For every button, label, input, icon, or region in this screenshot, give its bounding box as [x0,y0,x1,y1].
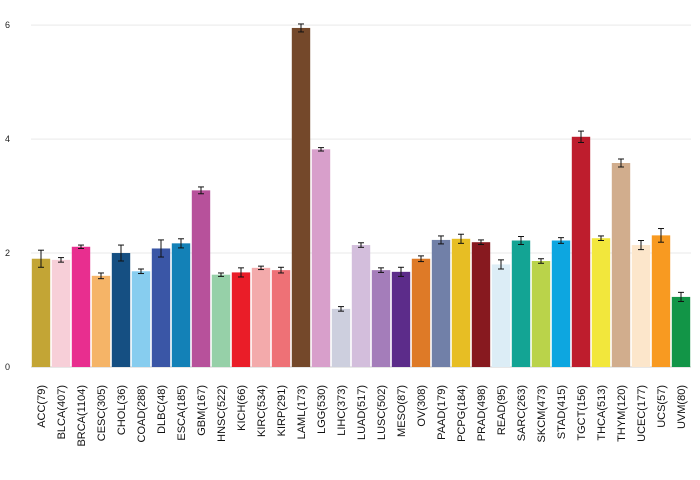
x-tick-label: CHOL(36) [116,385,128,435]
bar [611,162,631,367]
bar [531,261,551,367]
x-tick-label: SARC(263) [516,385,528,441]
x-tick-label: MESO(87) [396,385,408,437]
bar [271,270,291,367]
y-tick-label: 6 [5,20,10,30]
bar [211,274,231,367]
y-tick-label: 2 [5,248,10,258]
x-tick-label: PRAD(498) [476,385,488,441]
x-tick-label: LGG(530) [316,385,328,434]
bar [551,240,571,367]
x-tick-label: HNSC(522) [216,385,228,442]
x-tick-label: OV(308) [416,385,428,427]
bar [31,258,51,367]
x-tick-label: KIRP(291) [276,385,288,436]
x-tick-label: TGCT(156) [576,385,588,441]
x-tick-label: LIHC(373) [336,385,348,436]
bar [631,245,651,367]
bar [671,296,691,367]
bar [351,245,371,367]
bar [651,235,671,367]
bar [331,308,351,367]
x-tick-label: PCPG(184) [456,385,468,442]
x-tick-label: BRCA(1104) [76,385,88,447]
x-tick-label: DLBC(48) [156,385,168,434]
bar [431,239,451,367]
x-tick-label: CESC(305) [96,385,108,441]
x-tick-label: GBM(167) [196,385,208,436]
x-tick-label: KIRC(534) [256,385,268,437]
x-tick-label: ESCA(185) [176,385,188,441]
bar [311,149,331,367]
bar [491,264,511,367]
y-tick-label: 0 [5,362,10,372]
y-tick-label: 4 [5,134,10,144]
x-tick-label: UVM(80) [676,385,688,429]
bar [171,243,191,367]
x-tick-label: READ(95) [496,385,508,435]
x-tick-label: LUAD(517) [356,385,368,440]
x-tick-label: COAD(288) [136,385,148,442]
bar [291,27,311,367]
bar [111,253,131,367]
bar [131,271,151,367]
x-tick-label: THYM(120) [616,385,628,442]
bar [251,267,271,367]
bar [591,238,611,367]
bar [451,238,471,367]
bar [231,272,251,367]
bar [371,270,391,367]
bar [191,190,211,367]
x-tick-label: LAML(173) [296,385,308,439]
x-tick-label: THCA(513) [596,385,608,441]
bar [391,271,411,367]
x-tick-label: KICH(66) [236,385,248,431]
x-tick-label: SKCM(473) [536,385,548,442]
bar [91,275,111,367]
bar [71,246,91,367]
x-tick-label: STAD(415) [556,385,568,439]
bar [511,240,531,367]
bar [571,136,591,367]
x-tick-label: UCS(57) [656,385,668,428]
bar [471,242,491,367]
bar [151,248,171,367]
x-tick-label: UCEC(177) [636,385,648,442]
bar [51,259,71,367]
x-tick-label: BLCA(407) [56,385,68,439]
bar [411,258,431,367]
x-tick-label: PAAD(179) [436,385,448,440]
x-tick-label: LUSC(502) [376,385,388,440]
x-tick-label: ACC(79) [36,385,48,428]
